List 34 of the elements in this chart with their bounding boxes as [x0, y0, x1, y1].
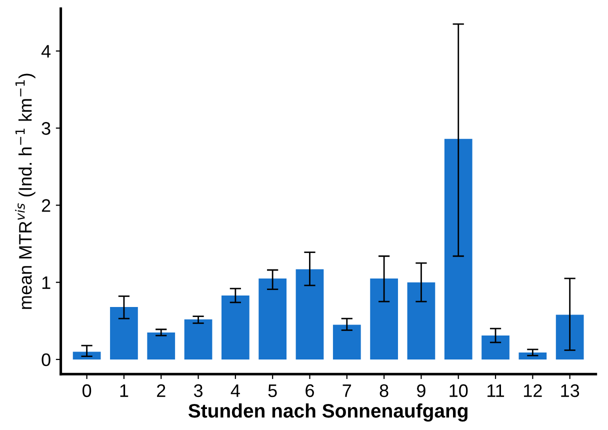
y-tick-label: 0: [42, 353, 50, 366]
x-tick-label: 0: [82, 384, 92, 398]
y-axis-title: mean MTR$^{vis}$ (Ind. h$^{−1}$ km$^{−1}$): [15, 74, 36, 309]
x-tick-label: 2: [157, 384, 166, 397]
bar: [296, 269, 324, 360]
bar: [482, 336, 510, 360]
bar: [556, 314, 584, 360]
bar: [184, 319, 212, 360]
x-tick-label: 1: [120, 384, 128, 397]
x-tick-label: 13: [561, 384, 580, 398]
y-tick-label: 1: [42, 276, 50, 289]
bar: [370, 278, 398, 360]
x-tick-label: 8: [380, 384, 388, 398]
y-tick-label: 2: [42, 199, 50, 212]
x-tick-label: 7: [342, 384, 352, 397]
x-tick-label: 4: [230, 384, 240, 397]
bar: [222, 295, 250, 360]
bar: [258, 278, 287, 360]
bar: [444, 138, 472, 360]
bar: [332, 324, 361, 360]
bar: [407, 282, 436, 360]
bar: [72, 352, 101, 360]
x-axis-title: Stunden nach Sonnenaufgang: [188, 403, 468, 422]
x-tick-label: 5: [268, 384, 277, 398]
x-tick-label: 10: [450, 384, 468, 398]
x-tick-label: 12: [524, 384, 542, 397]
x-tick-label: 11: [488, 384, 504, 397]
bar: [110, 307, 138, 360]
x-tick-label: 9: [417, 384, 426, 398]
x-tick-label: 6: [306, 384, 314, 398]
x-tick-label: 3: [194, 384, 203, 398]
y-tick-label: 4: [41, 45, 51, 58]
y-tick-label: 3: [42, 122, 50, 135]
bar: [147, 332, 176, 360]
